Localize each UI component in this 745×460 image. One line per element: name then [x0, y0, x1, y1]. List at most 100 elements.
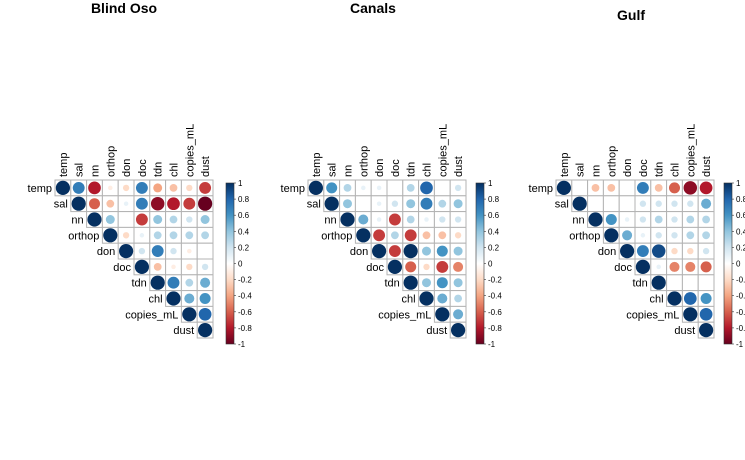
colorbar-tick-label: 0.2	[736, 243, 745, 252]
corr-circle	[169, 215, 178, 224]
colorbar-tick-label: -0.8	[238, 324, 252, 333]
corr-circle	[422, 246, 431, 256]
row-label: tdn	[385, 278, 400, 290]
column-label: chl	[422, 163, 434, 177]
corr-circle	[655, 200, 662, 207]
row-label: doc	[614, 262, 632, 274]
corr-circle	[201, 263, 209, 271]
colorbar-tick-label: -1	[488, 340, 496, 349]
colorbar-tick-label: -0.8	[488, 324, 502, 333]
row-label: temp	[28, 183, 52, 195]
corr-circle	[438, 199, 447, 208]
grid-cell	[386, 179, 404, 197]
row-label: temp	[281, 183, 305, 195]
colorbar	[475, 182, 485, 345]
corr-circle	[122, 232, 130, 239]
corr-circle	[453, 199, 463, 209]
corr-circle	[88, 181, 101, 195]
corr-circle	[186, 263, 193, 271]
column-label: orthop	[105, 146, 117, 177]
colorbar-tick-label: -0.6	[488, 308, 502, 317]
column-label: sal	[327, 163, 339, 177]
colorbar-tick-label: -0.2	[736, 276, 745, 285]
corr-circle	[376, 217, 382, 222]
colorbar	[225, 182, 235, 345]
grid-cell	[602, 195, 620, 213]
corr-circle	[651, 275, 666, 290]
column-label: tdn	[406, 162, 418, 177]
corr-circle	[153, 215, 163, 224]
column-label: don	[622, 159, 634, 177]
corr-circle	[669, 261, 680, 272]
corr-circle	[607, 184, 616, 192]
corr-circle	[683, 292, 697, 305]
column-label: doc	[137, 159, 149, 177]
column-label: doc	[390, 159, 402, 177]
corr-circle	[122, 184, 130, 192]
grid-cell	[117, 211, 135, 228]
corr-circle	[151, 245, 164, 258]
corr-circle	[182, 307, 197, 322]
corr-circle	[356, 228, 371, 243]
corr-circle	[135, 197, 148, 210]
corr-circle	[139, 233, 145, 238]
corr-circle	[422, 278, 431, 288]
corr-circle	[683, 307, 698, 322]
row-label: doc	[113, 262, 131, 274]
corr-circle	[683, 181, 698, 195]
corr-circle	[387, 259, 402, 274]
colorbar-tick-label: 0.4	[238, 227, 250, 236]
corr-circle	[404, 229, 417, 242]
column-label: copies_mL	[184, 124, 196, 177]
row-label: orthop	[569, 230, 600, 242]
row-label: copies_mL	[125, 309, 178, 321]
grid-cell	[666, 274, 683, 292]
corr-circle	[685, 261, 696, 272]
colorbar-tick-label: -0.6	[736, 308, 745, 317]
corr-circle	[454, 294, 462, 303]
corr-circle	[183, 197, 196, 210]
row-label: don	[350, 246, 368, 258]
corr-circle	[361, 185, 366, 191]
row-label: chl	[402, 294, 416, 306]
panel-title: Canals	[350, 0, 396, 16]
corr-circle	[700, 293, 712, 304]
corr-circle	[198, 323, 213, 338]
corr-circle	[185, 278, 194, 287]
corr-circle	[420, 181, 433, 195]
corr-circle	[454, 184, 462, 192]
corr-circle	[358, 214, 369, 225]
corr-circle	[622, 230, 633, 241]
corr-circle	[453, 261, 464, 272]
corr-circle	[135, 213, 148, 226]
row-label: dust	[674, 325, 695, 337]
corr-circle	[635, 259, 651, 274]
corr-circle	[105, 215, 115, 224]
row-label: doc	[366, 262, 384, 274]
corr-circle	[186, 184, 193, 192]
corr-circle	[686, 215, 695, 224]
corr-circle	[702, 247, 710, 255]
corr-circle	[687, 247, 694, 255]
corr-circle	[71, 196, 86, 211]
corr-circle	[169, 231, 178, 240]
column-label: tdn	[153, 162, 165, 177]
corr-circle	[437, 293, 448, 304]
corr-circle	[388, 213, 401, 226]
corr-circle	[671, 232, 678, 239]
corr-circle	[436, 277, 448, 289]
row-label: nn	[71, 215, 83, 227]
corr-circle	[391, 200, 399, 207]
colorbar-tick-label: -0.2	[238, 276, 252, 285]
row-label: nn	[324, 215, 336, 227]
column-label: doc	[638, 159, 650, 177]
row-label: orthop	[321, 230, 352, 242]
grid-cell	[618, 195, 636, 213]
column-label: nn	[343, 165, 355, 177]
column-label: copies_mL	[685, 124, 697, 177]
corr-circle	[439, 216, 446, 223]
corr-circle	[702, 231, 710, 240]
corr-circle	[340, 212, 355, 227]
corr-circle	[119, 244, 134, 259]
